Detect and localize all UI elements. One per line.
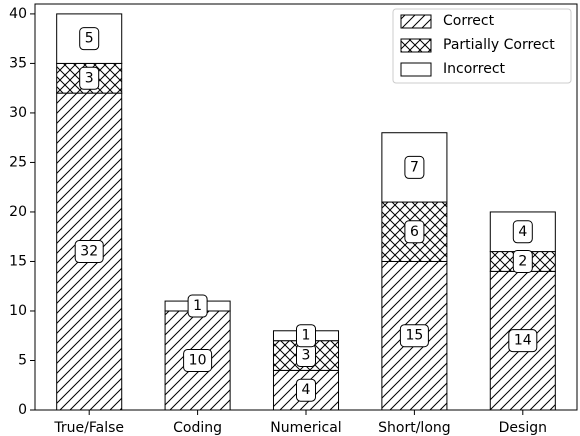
data-label-coding-correct: 10 bbox=[183, 348, 213, 372]
data-label-box bbox=[296, 378, 316, 402]
data-label-text: 6 bbox=[410, 224, 419, 240]
data-label-box bbox=[404, 220, 425, 244]
legend-item-partially-correct: Partially Correct bbox=[400, 37, 555, 53]
legend-swatch bbox=[400, 38, 432, 53]
data-label-short-long-partially-correct: 6 bbox=[404, 220, 425, 244]
data-label-numerical-correct: 4 bbox=[296, 378, 316, 402]
data-label-box bbox=[404, 155, 425, 179]
legend-swatch bbox=[400, 14, 432, 29]
data-label-text: 10 bbox=[189, 352, 207, 368]
data-label-true-false-partially-correct: 3 bbox=[79, 66, 100, 90]
data-label-text: 14 bbox=[514, 333, 532, 349]
data-label-true-false-correct: 32 bbox=[74, 240, 104, 264]
data-label-text: 4 bbox=[302, 382, 311, 398]
x-tick-label-numerical: Numerical bbox=[270, 420, 341, 436]
data-label-box bbox=[79, 66, 100, 90]
legend-item-incorrect: Incorrect bbox=[400, 61, 506, 77]
data-label-box bbox=[508, 329, 538, 353]
legend-label: Partially Correct bbox=[443, 37, 555, 53]
data-label-box bbox=[296, 324, 316, 348]
x-tick-label-true-false: True/False bbox=[53, 420, 124, 436]
data-label-box bbox=[187, 294, 208, 318]
y-tick-label: 20 bbox=[9, 204, 27, 220]
y-tick-label: 10 bbox=[9, 303, 27, 319]
data-label-short-long-correct: 15 bbox=[399, 324, 429, 348]
data-label-numerical-incorrect: 1 bbox=[296, 324, 316, 348]
data-label-box bbox=[183, 348, 213, 372]
legend-frame bbox=[392, 8, 572, 84]
data-label-true-false-incorrect: 5 bbox=[79, 27, 100, 51]
data-label-design-incorrect: 4 bbox=[512, 220, 533, 244]
data-label-text: 7 bbox=[410, 159, 419, 175]
x-tick-label-short-long: Short/long bbox=[378, 420, 451, 436]
data-label-text: 3 bbox=[85, 70, 94, 86]
y-tick-label: 5 bbox=[18, 352, 27, 368]
data-label-design-partially-correct: 2 bbox=[512, 249, 533, 273]
x-tick-label-coding: Coding bbox=[173, 420, 222, 436]
data-label-numerical-partially-correct: 3 bbox=[296, 344, 316, 368]
data-label-text: 4 bbox=[518, 224, 527, 240]
data-label-text: 32 bbox=[80, 244, 98, 260]
y-tick-label: 15 bbox=[9, 253, 27, 269]
legend-item-correct: Correct bbox=[400, 13, 495, 29]
legend-label: Correct bbox=[443, 13, 495, 29]
y-axis: 0 5 10 15 20 25 30 35 40 bbox=[9, 6, 35, 418]
data-label-text: 5 bbox=[85, 31, 94, 47]
x-axis: True/False Coding Numerical Short/long Desig… bbox=[53, 410, 547, 436]
data-label-text: 2 bbox=[518, 253, 527, 269]
data-label-short-long-incorrect: 7 bbox=[404, 155, 425, 179]
data-label-coding-incorrect: 1 bbox=[187, 294, 208, 318]
x-tick-label-design: Design bbox=[499, 420, 547, 436]
y-tick-label: 35 bbox=[9, 55, 27, 71]
data-label-design-correct: 14 bbox=[508, 329, 538, 353]
data-label-box bbox=[79, 27, 100, 51]
y-tick-label: 0 bbox=[18, 402, 27, 418]
data-label-text: 15 bbox=[405, 328, 423, 344]
y-tick-label: 25 bbox=[9, 154, 27, 170]
data-label-box bbox=[399, 324, 429, 348]
y-tick-label: 40 bbox=[9, 6, 27, 22]
data-label-text: 1 bbox=[302, 328, 311, 344]
data-label-text: 1 bbox=[193, 298, 202, 314]
legend-label: Incorrect bbox=[443, 61, 506, 77]
data-label-box bbox=[512, 249, 533, 273]
data-label-box bbox=[512, 220, 533, 244]
legend: Correct Partially Correct Incorrect bbox=[392, 8, 572, 84]
y-tick-label: 30 bbox=[9, 105, 27, 121]
legend-swatch bbox=[400, 62, 432, 77]
data-label-box bbox=[74, 240, 104, 264]
data-label-text: 3 bbox=[302, 348, 311, 364]
